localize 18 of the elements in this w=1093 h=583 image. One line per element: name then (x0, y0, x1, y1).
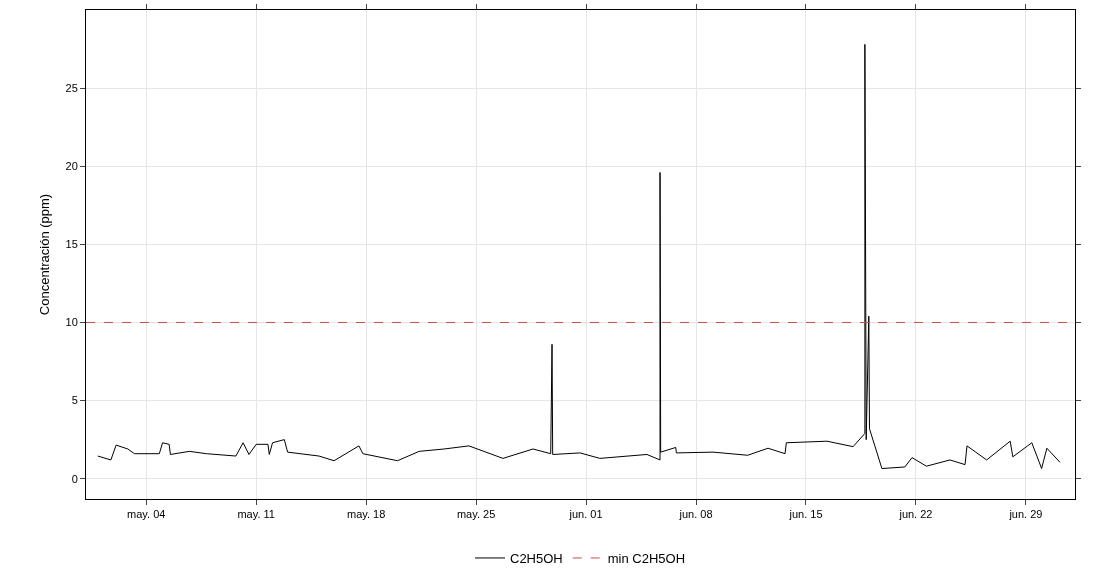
x-tick-label: may. 04 (127, 508, 166, 521)
x-tick-label: may. 25 (456, 508, 496, 521)
x-tick-label: jun. 15 (788, 508, 823, 521)
y-tick-label: 15 (65, 238, 78, 251)
y-tick-label: 0 (71, 472, 78, 485)
x-tick-label: may. 18 (346, 508, 386, 521)
x-tick-label: jun. 29 (1008, 508, 1043, 521)
y-tick-label: 10 (65, 316, 78, 329)
y-axis-title: Concentración (ppm) (37, 193, 53, 316)
y-tick-label: 20 (65, 160, 78, 173)
x-tick-label: jun. 08 (678, 508, 713, 521)
x-tick-label: jun. 22 (898, 508, 933, 521)
x-tick-label: may. 11 (237, 508, 275, 521)
y-tick-label: 5 (71, 394, 78, 407)
y-tick-label: 25 (65, 81, 78, 94)
x-tick-label: jun. 01 (568, 508, 603, 521)
legend-label: C2H5OH (510, 551, 563, 567)
legend-label: min C2H5OH (607, 551, 686, 567)
